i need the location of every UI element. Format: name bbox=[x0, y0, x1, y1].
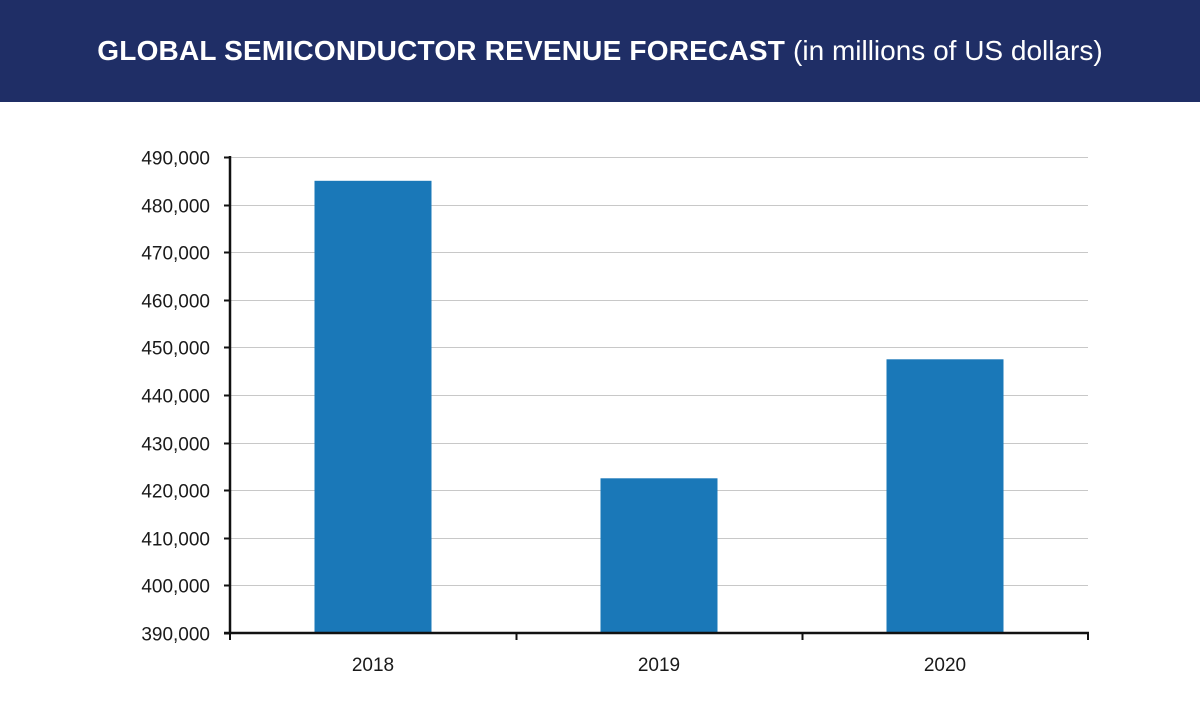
y-tick-label: 390,000 bbox=[141, 625, 210, 646]
x-tick-label: 2020 bbox=[924, 655, 966, 676]
chart-subtitle: (in millions of US dollars) bbox=[793, 35, 1103, 66]
chart-header: GLOBAL SEMICONDUCTOR REVENUE FORECAST (i… bbox=[0, 0, 1200, 102]
bar-2018 bbox=[314, 180, 432, 634]
bars bbox=[314, 180, 1004, 634]
y-tick-label: 470,000 bbox=[141, 244, 210, 265]
chart-title: GLOBAL SEMICONDUCTOR REVENUE FORECAST bbox=[97, 35, 786, 66]
y-tick-label: 440,000 bbox=[141, 387, 210, 408]
y-tick-label: 430,000 bbox=[141, 435, 210, 456]
x-tick-label: 2019 bbox=[638, 655, 680, 676]
axis-labels: 390,000 400,000 410,000 420,000 430,000 440,0… bbox=[141, 149, 966, 677]
y-tick-label: 410,000 bbox=[141, 530, 210, 551]
y-tick-label: 400,000 bbox=[141, 577, 210, 598]
bar-2019 bbox=[600, 478, 718, 633]
y-tick-label: 420,000 bbox=[141, 482, 210, 503]
y-tick-label: 490,000 bbox=[141, 149, 210, 170]
y-tick-label: 480,000 bbox=[141, 197, 210, 218]
x-tick-label: 2018 bbox=[352, 655, 394, 676]
y-tick-label: 450,000 bbox=[141, 339, 210, 360]
axes bbox=[224, 156, 1089, 640]
y-tick-label: 460,000 bbox=[141, 292, 210, 313]
bar-2020 bbox=[886, 359, 1004, 633]
